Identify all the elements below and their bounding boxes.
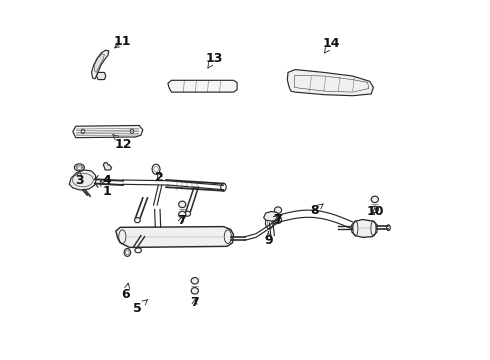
Ellipse shape [274, 217, 282, 224]
Text: 9: 9 [264, 232, 272, 247]
Polygon shape [168, 80, 237, 92]
Text: 12: 12 [113, 135, 132, 150]
Ellipse shape [179, 211, 186, 218]
Text: 8: 8 [311, 204, 323, 217]
Text: 11: 11 [114, 35, 131, 49]
Ellipse shape [179, 201, 186, 208]
Ellipse shape [371, 206, 378, 213]
Text: 10: 10 [366, 205, 384, 218]
Polygon shape [95, 54, 104, 72]
Text: 13: 13 [206, 51, 223, 68]
Text: 14: 14 [323, 36, 341, 53]
Polygon shape [116, 226, 234, 247]
Polygon shape [69, 170, 96, 190]
Ellipse shape [191, 288, 198, 294]
Polygon shape [352, 220, 377, 237]
Text: 4: 4 [102, 174, 111, 186]
Ellipse shape [371, 196, 378, 203]
Polygon shape [264, 212, 279, 221]
Polygon shape [92, 50, 109, 79]
Ellipse shape [191, 278, 198, 284]
Polygon shape [287, 69, 373, 96]
Polygon shape [73, 126, 143, 138]
Text: 7: 7 [273, 213, 282, 226]
Text: 2: 2 [155, 171, 164, 184]
Text: 1: 1 [100, 181, 111, 198]
Text: 7: 7 [177, 214, 186, 227]
Text: 6: 6 [122, 283, 130, 301]
Polygon shape [97, 72, 106, 80]
Polygon shape [103, 163, 112, 170]
Text: 7: 7 [191, 296, 199, 309]
Ellipse shape [274, 207, 282, 213]
Text: 5: 5 [133, 300, 147, 315]
Text: 3: 3 [75, 171, 84, 187]
